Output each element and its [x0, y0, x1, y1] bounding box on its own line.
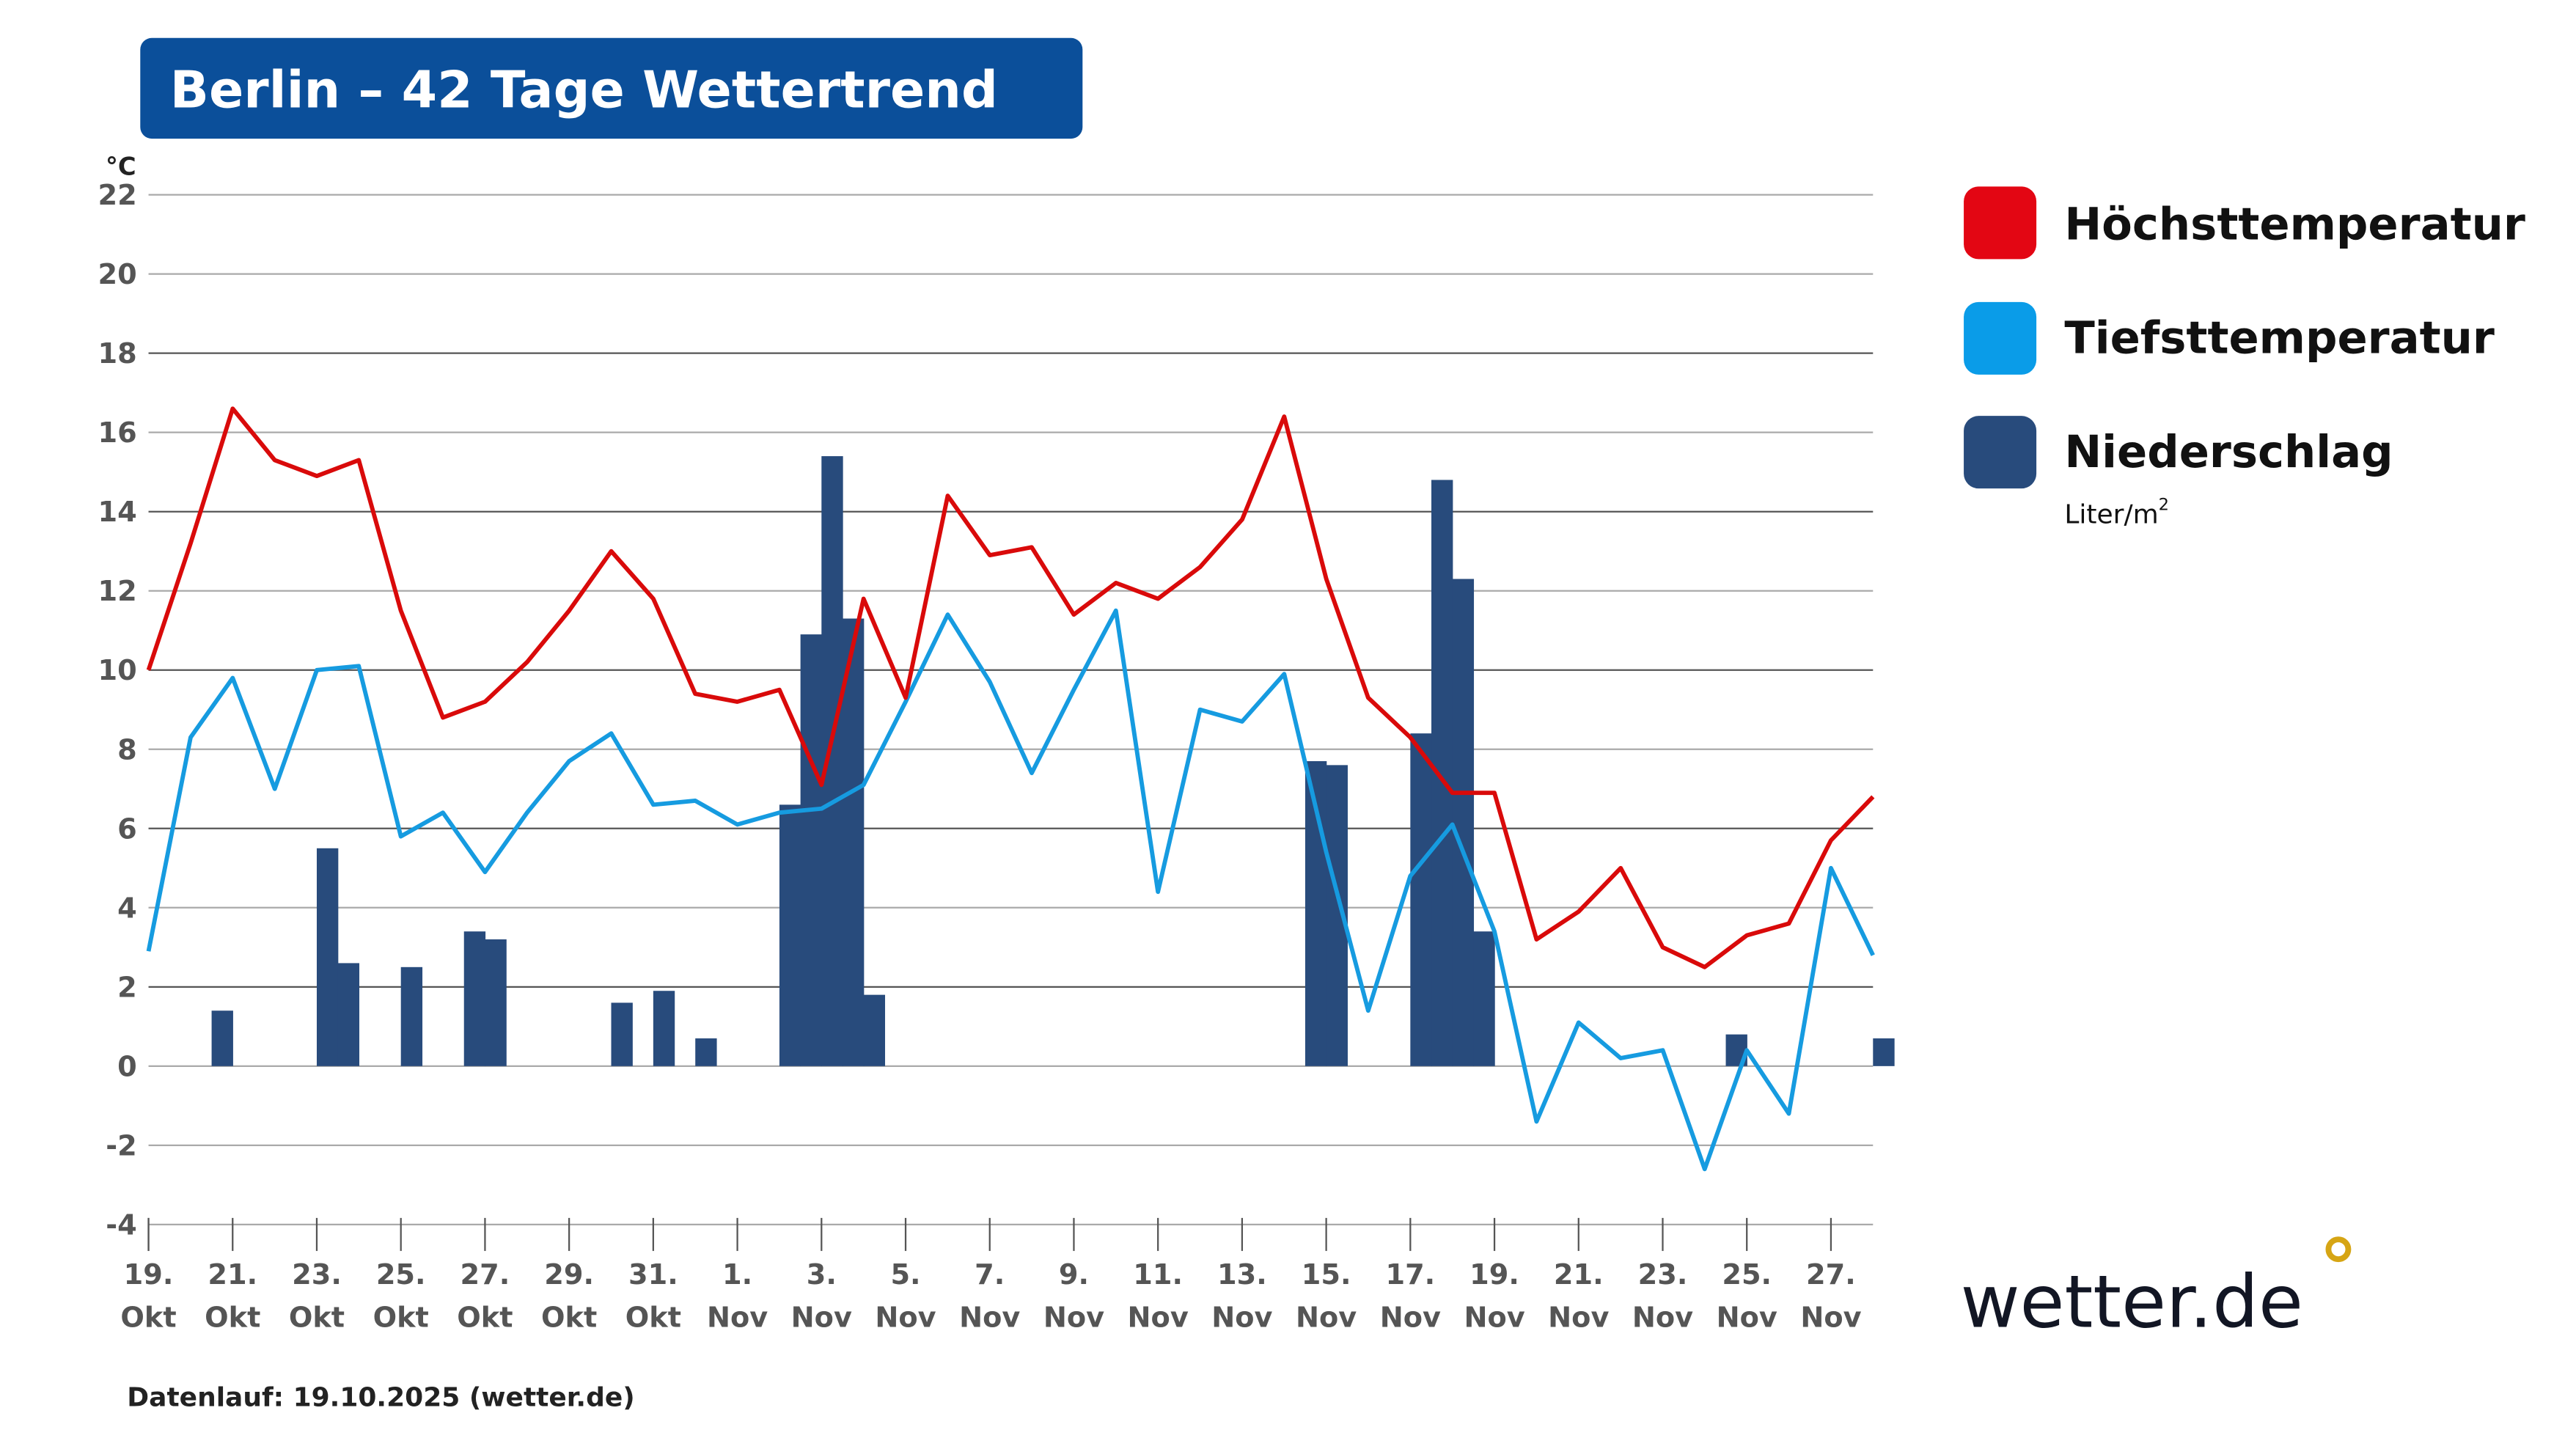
y-tick-label: 6: [117, 812, 137, 845]
x-tick-label-day: 13.: [1217, 1258, 1267, 1291]
x-tick-label-day: 19.: [124, 1258, 174, 1291]
precip-bar: [1431, 480, 1453, 1066]
legend-label-max: Höchsttemperatur: [2064, 199, 2525, 250]
precip-bar: [779, 804, 801, 1066]
x-tick-label-month: Nov: [1632, 1301, 1693, 1334]
precip-bar: [400, 966, 423, 1066]
y-tick-label: 4: [117, 892, 137, 925]
x-tick-label-month: Nov: [791, 1301, 852, 1334]
x-tick-label-month: Nov: [1548, 1301, 1609, 1334]
precip-bar: [316, 848, 339, 1066]
y-tick-label: 16: [98, 417, 137, 450]
data-run-footer: Datenlauf: 19.10.2025 (wetter.de): [127, 1382, 634, 1412]
logo-sun-icon: [2325, 1236, 2352, 1263]
precip-bar: [1452, 579, 1475, 1066]
precip-bar: [653, 991, 675, 1066]
y-tick-label: -4: [106, 1208, 137, 1241]
x-tick-label-day: 25.: [376, 1258, 426, 1291]
y-tick-label: 22: [98, 179, 137, 212]
wetter-de-logo: wetter.de: [1961, 1236, 2352, 1344]
x-tick-label-month: Nov: [1296, 1301, 1357, 1334]
x-tick-label-day: 11.: [1133, 1258, 1183, 1291]
x-tick-label-day: 25.: [1722, 1258, 1772, 1291]
x-tick-label-month: Nov: [875, 1301, 936, 1334]
precip-bar: [1873, 1038, 1895, 1066]
x-tick-label-month: Nov: [707, 1301, 768, 1334]
x-tick-label-month: Nov: [1211, 1301, 1272, 1334]
x-tick-label-month: Nov: [1128, 1301, 1189, 1334]
x-tick-label-day: 3.: [807, 1258, 837, 1291]
precip-bar: [1410, 733, 1432, 1066]
x-tick-label-month: Nov: [1800, 1301, 1861, 1334]
legend-swatch-precip: [1964, 416, 2037, 489]
legend-swatch-min: [1964, 301, 2037, 375]
y-tick-label: 20: [98, 258, 137, 291]
x-tick-label-month: Nov: [1717, 1301, 1777, 1334]
y-tick-label: -2: [106, 1129, 137, 1162]
x-tick-label-day: 31.: [628, 1258, 678, 1291]
logo-text: wetter.de: [1961, 1260, 2303, 1344]
x-tick-label-day: 21.: [208, 1258, 257, 1291]
x-tick-label-month: Nov: [1043, 1301, 1104, 1334]
x-tick-label-day: 23.: [292, 1258, 342, 1291]
y-axis-unit: °C: [106, 153, 136, 181]
precip-bar: [211, 1010, 233, 1066]
x-tick-label-month: Nov: [1464, 1301, 1524, 1334]
x-tick-label-day: 7.: [975, 1258, 1005, 1291]
precip-bar: [337, 963, 360, 1066]
x-tick-label-day: 23.: [1638, 1258, 1688, 1291]
x-tick-label-day: 27.: [1806, 1258, 1856, 1291]
x-tick-label-month: Nov: [959, 1301, 1020, 1334]
x-tick-label-day: 21.: [1554, 1258, 1604, 1291]
y-tick-label: 10: [98, 654, 137, 687]
y-tick-label: 2: [117, 971, 137, 1004]
x-tick-label-day: 1.: [722, 1258, 752, 1291]
x-tick-label-day: 17.: [1385, 1258, 1435, 1291]
x-tick-label-day: 9.: [1059, 1258, 1089, 1291]
x-tick-label-month: Okt: [625, 1301, 681, 1334]
y-tick-label: 0: [117, 1050, 137, 1083]
legend-label-min: Tiefsttemperatur: [2064, 313, 2495, 364]
y-tick-label: 14: [98, 496, 137, 529]
legend-precip-unit: Liter/m2: [2064, 495, 2169, 529]
legend-label-precip: Niederschlag: [2064, 427, 2393, 478]
x-tick-label-day: 29.: [544, 1258, 594, 1291]
x-tick-label-month: Okt: [541, 1301, 597, 1334]
x-tick-label-month: Okt: [205, 1301, 260, 1334]
x-tick-label-day: 15.: [1302, 1258, 1351, 1291]
x-tick-label-day: 27.: [460, 1258, 510, 1291]
precip-bar: [863, 994, 886, 1066]
precip-bar: [800, 634, 822, 1066]
max-temp-line: [146, 406, 1875, 969]
precip-bar: [842, 618, 865, 1066]
x-tick-label-month: Okt: [289, 1301, 345, 1334]
precip-bar: [1473, 931, 1495, 1066]
x-tick-label-month: Okt: [373, 1301, 429, 1334]
title-banner: [140, 37, 1083, 139]
y-tick-label: 18: [98, 337, 137, 370]
precip-bar: [611, 1002, 633, 1066]
chart-title: Berlin – 42 Tage Wettertrend: [170, 60, 998, 120]
precip-bar: [485, 939, 507, 1066]
min-temp-line: [146, 608, 1875, 1172]
x-tick-label-month: Nov: [1380, 1301, 1441, 1334]
x-tick-label-day: 19.: [1469, 1258, 1519, 1291]
legend: Höchsttemperatur Tiefsttemperatur Nieder…: [1964, 186, 2525, 529]
precip-bar: [463, 931, 486, 1066]
x-tick-label-month: Okt: [457, 1301, 513, 1334]
precip-bar: [695, 1038, 717, 1066]
y-tick-label: 8: [117, 733, 137, 766]
x-tick-label-month: Okt: [120, 1301, 176, 1334]
y-tick-label: 12: [98, 575, 137, 608]
x-tick-label-day: 5.: [890, 1258, 920, 1291]
legend-swatch-max: [1964, 186, 2037, 260]
